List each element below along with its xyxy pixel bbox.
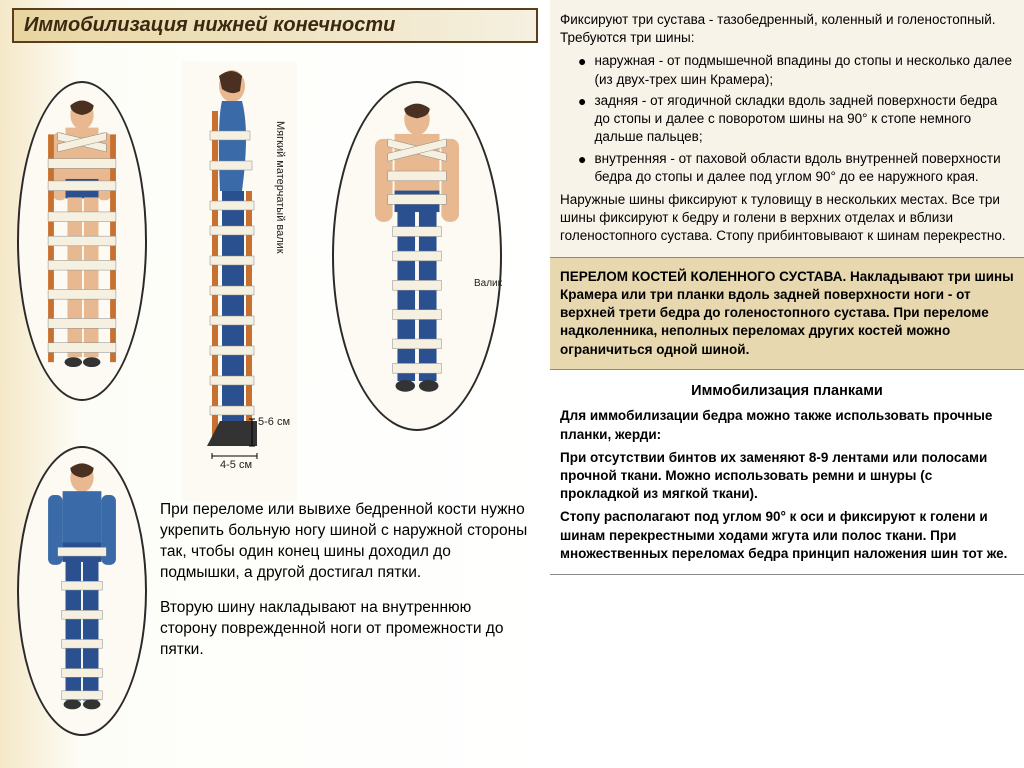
figures-area: Мягкий матерчатый валик 5-6 см 4-5 см <box>12 51 538 551</box>
plank-p3: Стопу располагают под углом 90° к оси и … <box>560 508 1014 563</box>
right-panel: Фиксируют три сустава - тазобедренный, к… <box>550 0 1024 768</box>
figure-side-view: Мягкий матерчатый валик 5-6 см 4-5 см <box>182 61 297 501</box>
bullet-outer: наружная - от подмышечной впадины до сто… <box>560 52 1014 88</box>
label-dim-v: 5-6 см <box>258 416 290 428</box>
figure-front-splint <box>17 81 147 401</box>
left-p1: При переломе или вывихе бедренной кости … <box>160 500 530 584</box>
plank-p1: Для иммобилизации бедра можно также испо… <box>560 407 1014 443</box>
label-valik: Валик <box>474 278 502 289</box>
knee-text: ПЕРЕЛОМ КОСТЕЙ КОЛЕННОГО СУСТАВА. Наклад… <box>560 269 1014 357</box>
left-text-block: При переломе или вывихе бедренной кости … <box>160 500 530 674</box>
intro-text: Фиксируют три сустава - тазобедренный, к… <box>560 11 1014 47</box>
block-planks: Иммобилизация планками Для иммобилизации… <box>550 370 1024 575</box>
figure-leg-to-leg <box>17 446 147 736</box>
figure-front-both: Валик <box>332 81 502 431</box>
page-title: Иммобилизация нижней конечности <box>24 14 526 37</box>
plank-heading: Иммобилизация планками <box>560 382 1014 402</box>
bullet-back: задняя - от ягодичной складки вдоль задн… <box>560 92 1014 147</box>
block-knee: ПЕРЕЛОМ КОСТЕЙ КОЛЕННОГО СУСТАВА. Наклад… <box>550 258 1024 370</box>
left-p2: Вторую шину накладывают на внутреннюю ст… <box>160 598 530 661</box>
plank-p2: При отсутствии бинтов их заменяют 8-9 ле… <box>560 449 1014 504</box>
label-dim-h: 4-5 см <box>220 459 252 471</box>
label-valik-vert: Мягкий матерчатый валик <box>274 121 286 254</box>
bullet-inner: внутренняя - от паховой области вдоль вн… <box>560 150 1014 186</box>
fixation-text: Наружные шины фиксируют к туловищу в нес… <box>560 191 1014 246</box>
title-bar: Иммобилизация нижней конечности <box>12 8 538 43</box>
left-panel: Иммобилизация нижней конечности <box>0 0 550 768</box>
block-three-splints: Фиксируют три сустава - тазобедренный, к… <box>550 0 1024 258</box>
